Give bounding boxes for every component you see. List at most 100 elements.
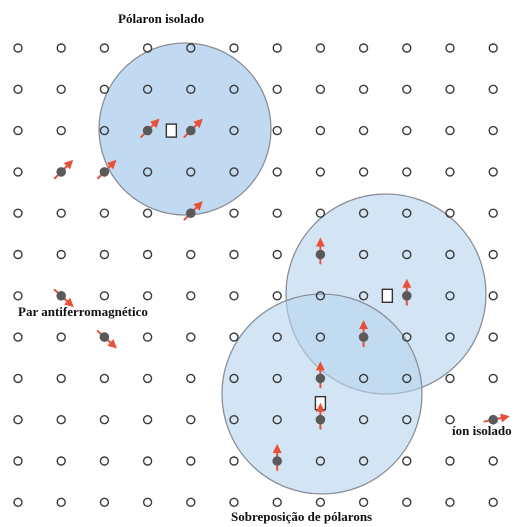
lattice-site xyxy=(99,84,110,95)
lattice-site xyxy=(315,43,326,53)
lattice-site xyxy=(358,291,369,301)
lattice-site xyxy=(272,249,282,260)
lattice-site xyxy=(445,415,455,425)
lattice-site xyxy=(229,84,239,95)
lattice-site xyxy=(99,456,110,466)
lattice-site xyxy=(13,208,23,218)
lattice-site xyxy=(56,125,66,136)
lattice-site xyxy=(99,415,110,425)
lattice-site xyxy=(99,208,110,218)
lattice-site xyxy=(272,43,282,53)
lattice-site xyxy=(402,373,412,384)
lattice-site xyxy=(99,249,110,260)
lattice-site xyxy=(402,84,412,95)
lattice-site xyxy=(13,43,23,53)
lattice-site xyxy=(445,332,455,342)
lattice-site xyxy=(488,497,498,507)
lattice-site xyxy=(142,84,153,95)
spin-arrow-head xyxy=(359,320,369,330)
lattice-site xyxy=(13,291,23,301)
lattice-site xyxy=(56,43,66,53)
lattice-site xyxy=(445,208,455,218)
lattice-site xyxy=(445,249,455,260)
lattice-site xyxy=(13,415,23,425)
magnetic-ion-with-spin xyxy=(96,330,118,349)
lattice-site xyxy=(56,332,66,342)
lattice-site xyxy=(56,373,66,384)
magnetic-ion xyxy=(186,125,196,136)
lattice-site xyxy=(272,332,282,342)
lattice-site xyxy=(358,43,369,53)
magnetic-ion xyxy=(186,208,196,218)
lattice-site xyxy=(402,497,412,507)
lattice-site xyxy=(229,208,239,218)
lattice-site xyxy=(488,291,498,301)
lattice-site xyxy=(186,291,196,301)
lattice-site xyxy=(445,43,455,53)
magnetic-ion-with-spin xyxy=(315,361,326,389)
lattice-site xyxy=(402,43,412,53)
magnetic-ion xyxy=(99,332,110,342)
magnetic-ion xyxy=(358,332,369,342)
lattice-site xyxy=(142,332,153,342)
spin-arrow-head xyxy=(315,361,325,371)
lattice-site xyxy=(402,415,412,425)
lattice-site xyxy=(315,332,326,342)
lattice-site xyxy=(186,497,196,507)
magnetic-ion xyxy=(56,167,67,177)
magnetic-ion-with-spin xyxy=(315,237,326,265)
magnetic-ion-with-spin xyxy=(315,402,326,430)
lattice-site xyxy=(13,167,23,177)
lattice-site xyxy=(272,291,282,301)
spin-arrow-head xyxy=(315,237,325,247)
lattice-site xyxy=(488,456,498,466)
magnetic-ion xyxy=(402,291,412,301)
lattice-site xyxy=(402,208,412,218)
lattice-site xyxy=(315,291,326,301)
lattice-site xyxy=(315,208,326,218)
lattice-site xyxy=(56,456,66,466)
lattice-site xyxy=(358,84,369,95)
lattice-site xyxy=(488,167,498,177)
magnetic-ion xyxy=(99,167,110,177)
lattice-site xyxy=(142,249,153,260)
isolated-polaron-region xyxy=(98,42,272,216)
lattice-site xyxy=(56,497,66,507)
lattice-site xyxy=(272,373,282,384)
magnetic-ion-with-spin xyxy=(183,201,203,221)
vacancy-site xyxy=(165,123,178,138)
lattice-site xyxy=(402,332,412,342)
lattice-site xyxy=(186,249,196,260)
lattice-site xyxy=(142,497,153,507)
lattice-site xyxy=(229,332,239,342)
lattice-site xyxy=(56,208,66,218)
polaron-regions xyxy=(98,42,487,495)
magnetic-ion xyxy=(272,456,282,466)
magnetic-ion xyxy=(315,373,326,384)
lattice-site xyxy=(229,373,239,384)
isolated-ion-label: íon isolado xyxy=(452,423,512,438)
spin-arrow-head xyxy=(272,444,282,453)
lattice-site xyxy=(445,497,455,507)
magnetic-ion-with-spin xyxy=(358,320,369,348)
lattice-sites xyxy=(13,43,498,507)
lattice-site xyxy=(358,456,369,466)
lattice-site xyxy=(13,456,23,466)
lattice-site xyxy=(272,208,282,218)
lattice-site xyxy=(272,415,282,425)
lattice-site xyxy=(358,125,369,136)
lattice-site xyxy=(186,43,196,53)
lattice-site xyxy=(186,415,196,425)
isolated-polaron-label: Pólaron isolado xyxy=(118,11,205,26)
magnetic-ion xyxy=(315,249,326,260)
lattice-site xyxy=(358,249,369,260)
lattice-site xyxy=(402,456,412,466)
spin-arrow-head xyxy=(107,339,118,349)
magnetic-ion-with-spin xyxy=(53,159,74,180)
lattice-site xyxy=(142,415,153,425)
lattice-site xyxy=(488,43,498,53)
lattice-site xyxy=(186,167,196,177)
lattice-site xyxy=(488,373,498,384)
spin-arrow-head xyxy=(193,201,203,211)
